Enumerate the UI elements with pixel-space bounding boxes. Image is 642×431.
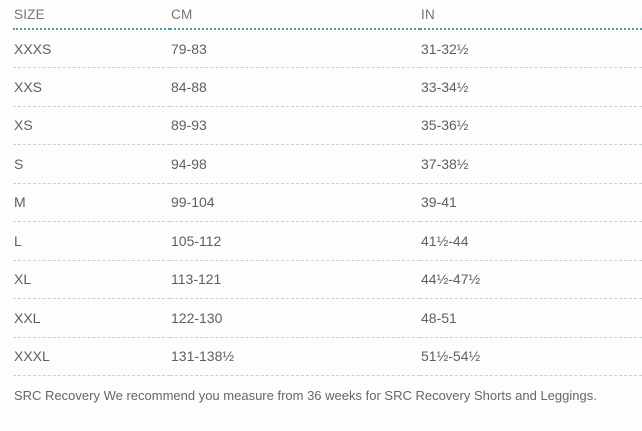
in-cell: 48-51 <box>420 298 642 338</box>
table-row: S 94-98 37-38½ <box>13 144 642 184</box>
cm-cell: 122-130 <box>170 298 420 338</box>
size-cell: XS <box>13 106 170 145</box>
cm-cell: 105-112 <box>170 221 420 261</box>
cm-cell: 113-121 <box>170 260 420 299</box>
in-cell: 37-38½ <box>420 144 642 184</box>
in-cell: 31-32½ <box>420 29 642 68</box>
in-cell: 39-41 <box>420 183 642 222</box>
column-header-size: SIZE <box>13 0 170 30</box>
size-chart-table: SIZE CM IN XXXS 79-83 31-32½ XXS 84-88 3… <box>13 0 642 376</box>
cm-cell: 79-83 <box>170 29 420 68</box>
table-row: XS 89-93 35-36½ <box>13 106 642 145</box>
table-row: XXXS 79-83 31-32½ <box>13 29 642 68</box>
size-cell: XXXL <box>13 337 170 376</box>
in-cell: 51½-54½ <box>420 337 642 376</box>
size-cell: XXL <box>13 298 170 338</box>
size-cell: S <box>13 144 170 184</box>
table-row: XL 113-121 44½-47½ <box>13 260 642 299</box>
size-cell: XXXS <box>13 29 170 68</box>
footnote: SRC Recovery We recommend you measure fr… <box>14 388 597 403</box>
table-row: XXS 84-88 33-34½ <box>13 67 642 107</box>
table-row: XXL 122-130 48-51 <box>13 298 642 338</box>
cm-cell: 84-88 <box>170 67 420 107</box>
header-row: SIZE CM IN <box>13 0 642 30</box>
in-cell: 33-34½ <box>420 67 642 107</box>
cm-cell: 89-93 <box>170 106 420 145</box>
cm-cell: 94-98 <box>170 144 420 184</box>
size-cell: L <box>13 221 170 261</box>
size-cell: XXS <box>13 67 170 107</box>
column-header-cm: CM <box>170 0 420 30</box>
column-header-in: IN <box>420 0 642 30</box>
table-row: XXXL 131-138½ 51½-54½ <box>13 337 642 376</box>
size-cell: XL <box>13 260 170 299</box>
in-cell: 41½-44 <box>420 221 642 261</box>
in-cell: 35-36½ <box>420 106 642 145</box>
cm-cell: 99-104 <box>170 183 420 222</box>
cm-cell: 131-138½ <box>170 337 420 376</box>
table-row: M 99-104 39-41 <box>13 183 642 222</box>
in-cell: 44½-47½ <box>420 260 642 299</box>
size-cell: M <box>13 183 170 222</box>
table-row: L 105-112 41½-44 <box>13 221 642 261</box>
